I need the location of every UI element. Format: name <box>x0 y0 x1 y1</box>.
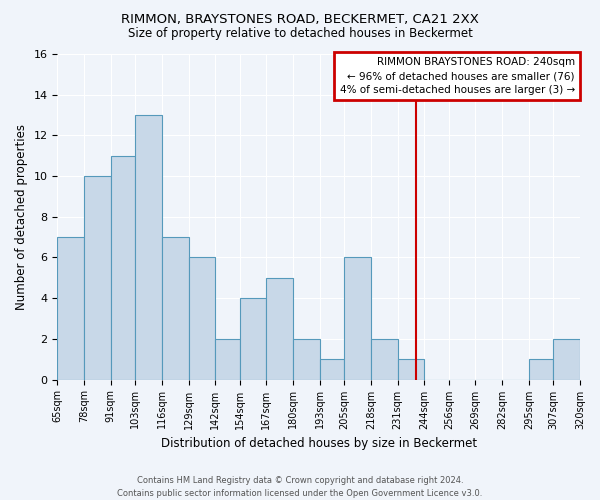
Bar <box>293 339 320 380</box>
Bar <box>266 278 293 380</box>
Text: Contains HM Land Registry data © Crown copyright and database right 2024.
Contai: Contains HM Land Registry data © Crown c… <box>118 476 482 498</box>
Text: Size of property relative to detached houses in Beckermet: Size of property relative to detached ho… <box>128 28 472 40</box>
Bar <box>320 359 344 380</box>
Bar <box>110 156 135 380</box>
Bar <box>344 258 371 380</box>
Bar <box>84 176 110 380</box>
Text: RIMMON, BRAYSTONES ROAD, BECKERMET, CA21 2XX: RIMMON, BRAYSTONES ROAD, BECKERMET, CA21… <box>121 12 479 26</box>
Bar <box>162 237 188 380</box>
Bar <box>529 359 553 380</box>
Bar <box>215 339 240 380</box>
X-axis label: Distribution of detached houses by size in Beckermet: Distribution of detached houses by size … <box>161 437 477 450</box>
Y-axis label: Number of detached properties: Number of detached properties <box>15 124 28 310</box>
Bar <box>188 258 215 380</box>
Bar <box>135 115 162 380</box>
Bar <box>553 339 580 380</box>
Bar <box>58 237 84 380</box>
Bar <box>240 298 266 380</box>
Bar <box>371 339 398 380</box>
Text: RIMMON BRAYSTONES ROAD: 240sqm
← 96% of detached houses are smaller (76)
4% of s: RIMMON BRAYSTONES ROAD: 240sqm ← 96% of … <box>340 58 575 96</box>
Bar <box>398 359 424 380</box>
